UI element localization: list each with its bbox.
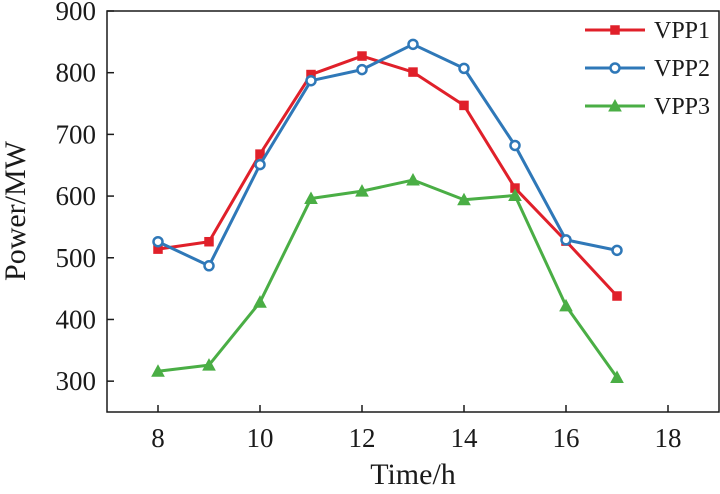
series-vpp1	[153, 51, 622, 301]
series	[151, 38, 624, 383]
legend: VPP1 VPP2 VPP3	[578, 12, 718, 126]
data-point-vpp2	[254, 158, 266, 171]
data-point-vpp2	[152, 235, 164, 248]
y-axis-title: Power/MW	[0, 140, 32, 281]
x-axis-title: Time/h	[370, 458, 456, 491]
ticks: 8 10 12 14 16 18 300 400 500 600 700 800 900	[56, 0, 682, 453]
data-point-vpp3	[559, 298, 573, 312]
x-tick-label: 14	[451, 423, 479, 453]
series-vpp3	[151, 172, 624, 383]
x-tick-label: 10	[247, 423, 274, 453]
data-point-vpp3	[610, 370, 624, 383]
y-tick-label: 900	[56, 0, 97, 26]
data-point-vpp1	[357, 51, 367, 61]
data-point-vpp2	[458, 62, 470, 75]
data-point-vpp3	[253, 295, 267, 308]
data-point-vpp2	[356, 63, 368, 76]
data-point-vpp2	[203, 260, 215, 272]
legend-item-vpp3: VPP3	[585, 94, 710, 120]
x-tick-label: 16	[553, 423, 580, 453]
y-tick-label: 400	[56, 304, 97, 334]
x-tick-label: 8	[151, 423, 165, 453]
axes	[106, 10, 720, 413]
series-line-vpp1	[157, 54, 619, 298]
data-point-vpp1	[408, 67, 418, 77]
legend-item-vpp1: VPP1	[585, 18, 710, 44]
y-tick-label: 800	[56, 58, 97, 88]
y-tick-label: 300	[56, 366, 97, 396]
data-point-vpp3	[355, 184, 369, 197]
data-point-vpp3	[508, 188, 522, 201]
series-line-vpp3	[157, 178, 619, 379]
legend-label-vpp2: VPP2	[654, 56, 710, 82]
legend-marker-vpp1	[610, 25, 620, 35]
series-vpp2	[152, 38, 623, 272]
data-point-vpp3	[304, 191, 318, 205]
y-tick-label: 500	[56, 243, 97, 273]
data-point-vpp2	[509, 139, 521, 152]
plot-frame	[106, 10, 720, 413]
data-point-vpp1	[612, 291, 622, 301]
legend-label-vpp1: VPP1	[654, 18, 710, 44]
legend-marker-vpp2	[609, 62, 621, 74]
data-point-vpp2	[560, 234, 572, 246]
data-point-vpp1	[459, 100, 469, 111]
x-tick-label: 18	[655, 423, 682, 453]
legend-marker-vpp3	[608, 98, 622, 112]
data-point-vpp3	[457, 192, 471, 206]
data-point-vpp2	[611, 244, 623, 257]
legend-item-vpp2: VPP2	[585, 56, 710, 82]
data-point-vpp1	[255, 149, 265, 159]
data-point-vpp2	[305, 74, 317, 87]
data-point-vpp1	[204, 236, 214, 247]
data-point-vpp3	[406, 172, 420, 186]
legend-label-vpp3: VPP3	[654, 94, 710, 120]
y-tick-label: 600	[56, 181, 97, 211]
y-tick-label: 700	[56, 119, 97, 149]
x-tick-label: 12	[349, 423, 376, 453]
data-point-vpp3	[151, 364, 165, 377]
data-point-vpp3	[202, 358, 216, 371]
data-point-vpp2	[407, 38, 419, 51]
series-line-vpp2	[157, 42, 618, 268]
